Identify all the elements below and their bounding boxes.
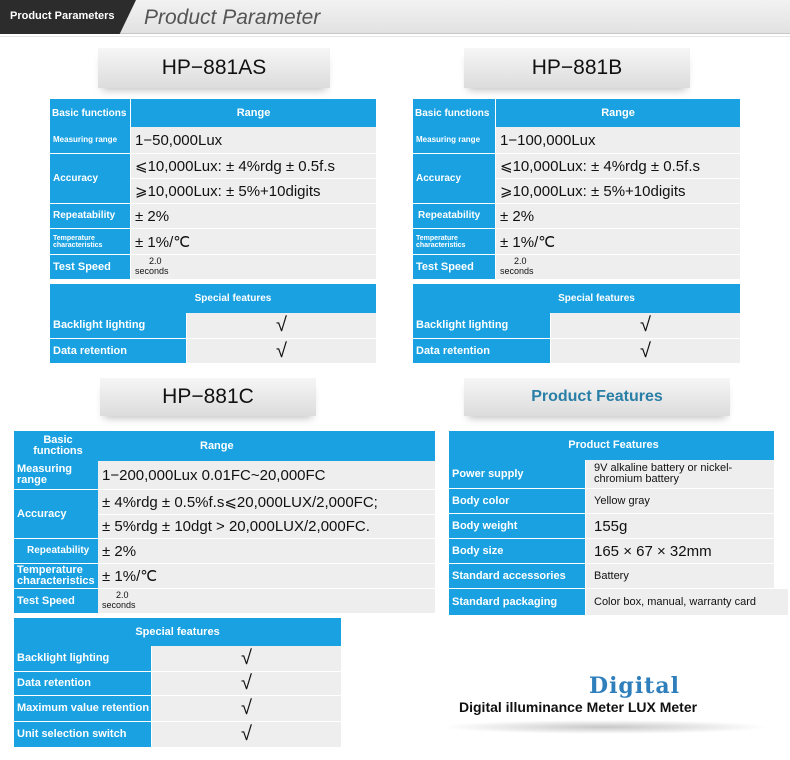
features-banner: Product Features bbox=[464, 378, 730, 416]
model-a-banner: HP−881AS bbox=[98, 48, 330, 88]
model-a-head-range: Range bbox=[131, 99, 376, 127]
model-b-special-title: Special features bbox=[413, 284, 740, 313]
model-c-f2-label: Data retention bbox=[14, 672, 151, 696]
model-a-f1-check: √ bbox=[187, 313, 376, 339]
model-b-speed-label: Test Speed bbox=[413, 255, 495, 280]
features-power-value: 9V alkaline battery or nickel-chromium b… bbox=[586, 460, 774, 489]
model-c-temp-label: Temperature characteristics bbox=[14, 564, 98, 589]
model-c-temp-value: ± 1%/℃ bbox=[98, 564, 435, 589]
product-subtitle: Digital illuminance Meter LUX Meter bbox=[459, 699, 698, 715]
model-a-speed-label: Test Speed bbox=[50, 255, 130, 280]
model-a-measuring-label: Measuring range bbox=[50, 127, 130, 154]
features-weight-value: 155g bbox=[586, 514, 774, 539]
model-b-repeat-label: Repeatability bbox=[413, 204, 495, 229]
model-c-accuracy-1: ± 4%rdg ± 0.5%f.s⩽20,000LUX/2,000FC; bbox=[98, 490, 435, 515]
model-b-head-label: Basic functions bbox=[413, 99, 495, 127]
model-c-head-label: Basic functions bbox=[14, 431, 98, 461]
model-a-speed-value: 2.0 seconds bbox=[131, 255, 376, 280]
model-a-head-label: Basic functions bbox=[50, 99, 130, 127]
model-b-speed-unit: seconds bbox=[500, 266, 534, 276]
model-a-f1-label: Backlight lighting bbox=[50, 313, 186, 339]
model-c-f3-check: √ bbox=[152, 696, 341, 722]
model-a-repeat-value: ± 2% bbox=[131, 204, 376, 229]
features-size-label: Body size bbox=[449, 539, 585, 564]
model-c-special-title: Special features bbox=[14, 618, 341, 646]
model-b-speed-num: 2.0 bbox=[514, 256, 527, 266]
model-c-f4-label: Unit selection switch bbox=[14, 722, 151, 748]
features-packaging-value: Color box, manual, warranty card bbox=[586, 589, 788, 616]
model-c-accuracy-2: ± 5%rdg ± 10dgt > 20,000LUX/2,000FC. bbox=[98, 515, 435, 539]
features-size-value: 165 × 67 × 32mm bbox=[586, 539, 774, 564]
model-b-speed-value: 2.0 seconds bbox=[496, 255, 740, 280]
model-b-accuracy-label: Accuracy bbox=[413, 154, 495, 204]
model-b-measuring-label: Measuring range bbox=[413, 127, 495, 154]
model-c-f3-label: Maximum value retention bbox=[14, 696, 151, 722]
model-b-temp-label: Temperature characteristics bbox=[413, 229, 495, 255]
page-title: Product Parameter bbox=[144, 6, 321, 29]
model-a-measuring-value: 1−50,000Lux bbox=[131, 127, 376, 154]
footer-shadow bbox=[440, 720, 770, 734]
model-b-measuring-value: 1−100,000Lux bbox=[496, 127, 740, 154]
model-c-f1-label: Backlight lighting bbox=[14, 646, 151, 672]
model-b-banner: HP−881B bbox=[464, 48, 690, 88]
model-a-f2-label: Data retention bbox=[50, 339, 186, 364]
model-c-f4-check: √ bbox=[152, 722, 341, 748]
header-tab: Product Parameters bbox=[0, 0, 136, 34]
model-a-accuracy-label: Accuracy bbox=[50, 154, 130, 204]
model-c-measuring-label: Measuring range bbox=[14, 461, 98, 490]
model-c-repeat-value: ± 2% bbox=[98, 539, 435, 564]
model-b-f1-check: √ bbox=[551, 313, 740, 339]
model-c-banner: HP−881C bbox=[100, 378, 316, 416]
model-a-accuracy-2: ⩾10,000Lux: ± 5%+10digits bbox=[131, 179, 376, 204]
model-a-temp-value: ± 1%/℃ bbox=[131, 229, 376, 255]
model-c-speed-num: 2.0 bbox=[116, 590, 129, 600]
model-c-speed-value: 2.0 seconds bbox=[98, 589, 435, 614]
model-c-speed-label: Test Speed bbox=[14, 589, 98, 614]
features-color-value: Yellow gray bbox=[586, 489, 774, 514]
features-packaging-label: Standard packaging bbox=[449, 589, 585, 616]
features-accessories-value: Battery bbox=[586, 564, 774, 589]
model-b-accuracy-1: ⩽10,000Lux: ± 4%rdg ± 0.5f.s bbox=[496, 154, 740, 179]
model-a-special-title: Special features bbox=[50, 284, 376, 313]
model-c-f1-check: √ bbox=[152, 646, 341, 672]
model-a-temp-label: Temperature characteristics bbox=[50, 229, 130, 255]
features-power-label: Power supply bbox=[449, 460, 585, 489]
features-color-label: Body color bbox=[449, 489, 585, 514]
header-divider bbox=[0, 36, 790, 37]
model-b-temp-value: ± 1%/℃ bbox=[496, 229, 740, 255]
model-a-accuracy-1: ⩽10,000Lux: ± 4%rdg ± 0.5f.s bbox=[131, 154, 376, 179]
features-head: Product Features bbox=[449, 431, 774, 460]
model-c-speed-unit: seconds bbox=[102, 600, 136, 610]
model-b-f2-check: √ bbox=[551, 339, 740, 364]
model-c-head-range: Range bbox=[98, 431, 435, 461]
digital-logo: Digital bbox=[589, 673, 680, 699]
model-c-measuring-value: 1−200,000Lux 0.01FC~20,000FC bbox=[98, 461, 435, 490]
model-b-f1-label: Backlight lighting bbox=[413, 313, 550, 339]
model-a-speed-num: 2.0 bbox=[149, 256, 162, 266]
model-a-speed-unit: seconds bbox=[135, 266, 169, 276]
model-c-repeat-label: Repeatability bbox=[14, 539, 98, 564]
model-c-f2-check: √ bbox=[152, 672, 341, 696]
model-b-accuracy-2: ⩾10,000Lux: ± 5%+10digits bbox=[496, 179, 740, 204]
features-weight-label: Body weight bbox=[449, 514, 585, 539]
features-accessories-label: Standard accessories bbox=[449, 564, 585, 589]
model-a-f2-check: √ bbox=[187, 339, 376, 364]
model-b-f2-label: Data retention bbox=[413, 339, 550, 364]
model-b-repeat-value: ± 2% bbox=[496, 204, 740, 229]
header-tab-label: Product Parameters bbox=[10, 10, 115, 22]
model-a-repeat-label: Repeatability bbox=[50, 204, 130, 229]
model-c-accuracy-label: Accuracy bbox=[14, 490, 98, 539]
model-b-head-range: Range bbox=[496, 99, 740, 127]
